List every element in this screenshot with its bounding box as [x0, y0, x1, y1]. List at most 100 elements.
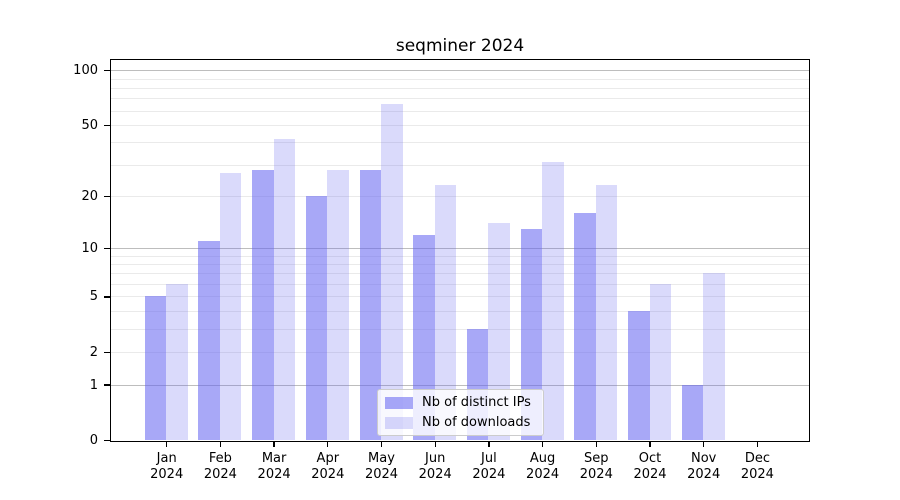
month-year: 2024	[526, 467, 560, 482]
bar-distinct-ips	[198, 240, 220, 440]
month-year: 2024	[687, 467, 721, 482]
gridline-minor	[111, 328, 809, 330]
gridline-minor	[111, 263, 809, 265]
x-axis-tick-mark	[541, 442, 544, 447]
month-year: 2024	[633, 467, 667, 482]
bar-downloads	[273, 138, 296, 440]
y-axis-tick-label: 50	[81, 118, 98, 133]
y-axis-tick-label: 5	[89, 289, 98, 305]
month-name: May	[368, 451, 395, 466]
y-axis-tick-label: 100	[73, 63, 98, 79]
legend-label-downloads: Nb of downloads	[422, 415, 531, 430]
bar-downloads	[381, 104, 403, 440]
gridline-minor	[111, 98, 809, 100]
x-axis-tick-mark	[649, 442, 651, 447]
gridline-major	[111, 247, 809, 249]
x-axis-tick-mark	[166, 442, 168, 447]
y-axis-tick-mark	[104, 384, 110, 386]
gridline-minor	[111, 284, 809, 286]
y-axis-tick-mark	[104, 439, 110, 442]
bar-downloads	[542, 162, 564, 440]
bar-distinct-ips	[144, 296, 167, 440]
y-axis-tick-label: 10	[81, 240, 98, 256]
month-year: 2024	[257, 467, 291, 482]
month-name: Nov	[691, 451, 717, 466]
x-axis-tick-mark	[327, 442, 329, 447]
month-name: Sep	[584, 451, 609, 466]
gridline-minor	[111, 296, 809, 298]
x-axis-month-label: Mar 2024	[239, 451, 309, 483]
y-axis-tick-mark	[104, 351, 110, 354]
month-name: Jun	[425, 451, 446, 466]
bar-downloads	[488, 223, 510, 440]
bar-distinct-ips	[681, 384, 704, 440]
month-name: Jan	[156, 451, 177, 466]
plot-area: Nb of distinct IPs Nb of downloads	[110, 59, 810, 442]
month-year: 2024	[150, 467, 184, 482]
bar-downloads	[649, 284, 671, 440]
bar-distinct-ips	[413, 234, 435, 440]
bar-downloads	[219, 173, 242, 440]
x-axis-tick-mark	[273, 442, 275, 447]
gridline-major	[111, 70, 809, 72]
legend-row-distinct-ips: Nb of distinct IPs	[385, 395, 535, 410]
legend: Nb of distinct IPs Nb of downloads	[377, 389, 544, 436]
y-axis-tick-label: 2	[89, 345, 98, 360]
y-axis-tick-mark	[104, 296, 110, 298]
chart-title: seqminer 2024	[395, 36, 525, 56]
x-axis-tick-mark	[703, 442, 705, 447]
month-year: 2024	[418, 467, 452, 482]
y-axis-tick-label: 0	[89, 433, 98, 448]
month-name: Jul	[481, 451, 497, 466]
x-axis-month-label: Jan 2024	[132, 451, 202, 483]
y-axis-tick-mark	[104, 247, 110, 250]
bar-distinct-ips	[305, 196, 328, 440]
bar-distinct-ips	[628, 311, 650, 440]
gridline-minor	[111, 273, 809, 275]
x-axis-month-label: Aug 2024	[508, 451, 578, 483]
x-axis-month-label: Oct 2024	[615, 451, 685, 483]
gridline-minor	[111, 110, 809, 112]
bar-distinct-ips	[252, 170, 274, 440]
month-name: Oct	[638, 451, 662, 466]
bar-downloads	[327, 170, 349, 440]
gridline-minor	[111, 125, 809, 126]
month-name: Apr	[316, 451, 340, 466]
month-year: 2024	[364, 467, 399, 482]
gridline-minor	[111, 142, 809, 144]
gridline-minor	[111, 196, 809, 198]
legend-row-downloads: Nb of downloads	[385, 415, 535, 430]
x-axis-month-label: Jul 2024	[454, 451, 524, 483]
gridline-major	[111, 384, 809, 386]
bar-downloads	[703, 273, 725, 440]
x-axis-month-label: Sep 2024	[561, 451, 631, 483]
legend-label-distinct-ips: Nb of distinct IPs	[422, 395, 531, 410]
y-axis-tick-label: 1	[89, 377, 98, 393]
bar-downloads	[434, 185, 457, 440]
x-axis-tick-mark	[434, 442, 436, 447]
month-year: 2024	[203, 467, 237, 482]
x-axis-month-label: Jun 2024	[400, 451, 470, 483]
x-axis-month-label: Dec 2024	[722, 451, 792, 483]
y-axis-tick-mark	[104, 195, 110, 198]
gridline-minor	[111, 255, 809, 257]
gridline-minor	[111, 352, 809, 353]
month-name: Dec	[744, 451, 770, 466]
y-axis-tick-label: 20	[81, 189, 98, 205]
gridline-minor	[111, 311, 809, 312]
legend-swatch-downloads	[385, 416, 413, 429]
y-axis-tick-mark	[104, 70, 110, 72]
gridline-minor	[111, 87, 809, 89]
x-axis-tick-mark	[219, 442, 222, 447]
legend-swatch-distinct-ips	[385, 396, 413, 409]
x-axis-tick-mark	[488, 442, 490, 447]
y-axis-tick-mark	[104, 124, 110, 127]
bar-distinct-ips	[359, 170, 381, 440]
bar-downloads	[166, 284, 188, 440]
x-axis-tick-mark	[756, 442, 759, 447]
bar-distinct-ips	[520, 228, 543, 440]
month-year: 2024	[311, 467, 345, 482]
x-axis-tick-mark	[595, 442, 597, 447]
month-name: Mar	[261, 451, 287, 466]
